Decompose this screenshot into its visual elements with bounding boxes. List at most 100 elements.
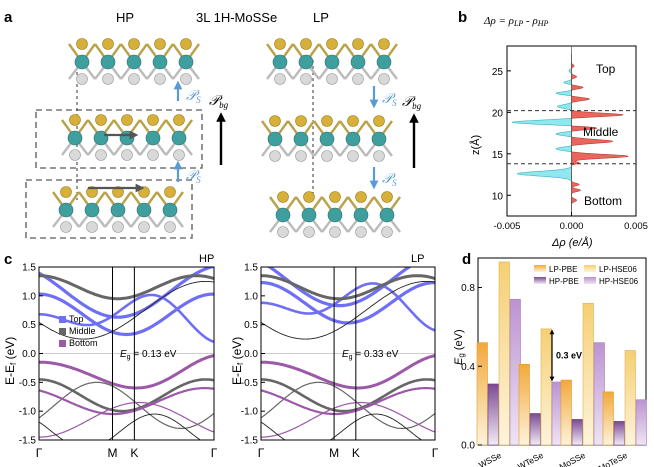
panel-d-legend: LP-PBE LP-HSE06 HP-PBE HP-HSE06	[534, 265, 639, 286]
s-atom	[277, 191, 289, 203]
s-atom	[102, 38, 114, 50]
ytick-label: -0.5	[19, 378, 37, 389]
se-atom	[69, 149, 81, 161]
kpoint-label: Γ	[432, 446, 439, 460]
se-atom	[277, 226, 289, 238]
hp-top-layer	[68, 38, 200, 85]
mo-atom	[58, 202, 74, 218]
ytick-label: 1.5	[22, 263, 36, 274]
legend-lp-pbe: LP-PBE	[549, 265, 577, 274]
se-atom	[86, 221, 98, 233]
s-atom	[378, 38, 390, 50]
legend-middle: Middle	[69, 326, 96, 336]
mo-atom	[162, 202, 178, 218]
se-atom	[138, 221, 150, 233]
bar-hp-pbe-mosse	[571, 419, 583, 446]
ytick-label: 25	[492, 67, 504, 78]
se-atom	[269, 150, 281, 162]
se-atom	[274, 73, 286, 85]
hp-middle-layer	[61, 114, 193, 161]
s-atom	[274, 38, 286, 50]
se-atom	[76, 73, 88, 85]
hp-bottom-layer	[52, 186, 184, 233]
s-atom	[76, 38, 88, 50]
region-middle: Middle	[583, 125, 619, 139]
bar-lp-pbe-mosse	[560, 379, 572, 446]
band-bottom-vb2	[261, 387, 435, 416]
category-label: MoSSe	[558, 450, 588, 467]
lp-top-layer	[266, 38, 398, 85]
legend-swatch-middle	[59, 328, 66, 335]
xtick-label: 0.005	[624, 221, 648, 232]
s-atom	[154, 38, 166, 50]
ytick-label: -1.5	[19, 436, 37, 447]
band-top-cb1	[39, 292, 214, 337]
se-atom	[173, 149, 185, 161]
s-atom	[373, 115, 385, 127]
s-atom	[300, 38, 312, 50]
bar-lp-hse06-wtese	[540, 328, 552, 446]
se-atom	[128, 73, 140, 85]
ytick-label: 0.5	[22, 320, 36, 331]
se-atom	[147, 149, 159, 161]
hp-label: HP	[116, 10, 134, 25]
bar-lp-pbe-motese	[602, 391, 614, 446]
ytick-label: 0.8	[461, 283, 475, 294]
panel-b-ylabel: z(Å)	[469, 135, 482, 155]
panel-b-title: Δρ = ρLP - ρHP	[483, 15, 549, 28]
mo-atom	[353, 207, 369, 223]
mo-atom	[119, 130, 135, 146]
kpoint-label: Γ	[36, 446, 43, 460]
mo-atom	[178, 54, 194, 70]
legend-hp-hse-swatch	[584, 277, 596, 284]
xtick-label: -0.005	[494, 221, 521, 232]
lp-label: LP	[313, 10, 329, 25]
mo-atom	[272, 54, 288, 70]
mo-atom	[126, 54, 142, 70]
lp-ps-label-lower: 𝒫S	[382, 172, 397, 188]
ytick-label: 20	[492, 108, 504, 119]
mo-atom	[67, 130, 83, 146]
se-atom	[121, 149, 133, 161]
s-atom	[128, 38, 140, 50]
panel-a-title: 3L 1H-MoSSe	[196, 10, 277, 25]
lp-band-label: LP	[411, 253, 424, 265]
s-atom	[303, 191, 315, 203]
bar-lp-pbe-wsse	[476, 342, 488, 446]
bar-lp-pbe-wtese	[518, 363, 530, 446]
s-atom	[321, 115, 333, 127]
band-top-cb2	[39, 267, 214, 319]
band-legend: Top Middle Bottom	[59, 314, 98, 348]
band-thin-4	[261, 413, 423, 440]
band-middle-cb	[261, 274, 435, 301]
region-bottom: Bottom	[584, 194, 622, 208]
s-atom	[329, 191, 341, 203]
panel-c-ylabel-lp: E-Ef (eV)	[230, 337, 245, 385]
mo-atom	[100, 54, 116, 70]
ytick-label: 10	[492, 191, 504, 202]
lp-bottom-layer	[269, 191, 401, 238]
mo-atom	[93, 130, 109, 146]
category-label: WTeSe	[516, 450, 545, 467]
panel-label-c: c	[4, 251, 12, 268]
s-atom	[355, 191, 367, 203]
lp-middle-layer	[261, 115, 393, 162]
hp-ps-label-upper: 𝒫S	[186, 89, 201, 105]
ytick-label: 0.5	[244, 320, 258, 331]
s-atom	[295, 115, 307, 127]
s-atom	[180, 38, 192, 50]
bar-lp-hse06-mosse	[582, 302, 594, 446]
bar-lp-hse06-wsse	[498, 261, 510, 446]
panel-label-b: b	[458, 9, 467, 26]
panel-a-structures: 3L 1H-MoSSe HP LP 𝒫S 𝒫S 𝒫S 𝒫S 𝒫bg 𝒫bg	[25, 10, 422, 239]
legend-hp-pbe: HP-PBE	[549, 277, 579, 286]
mo-atom	[267, 131, 283, 147]
band-thin-3	[261, 280, 435, 340]
legend-hp-hse: HP-HSE06	[599, 277, 639, 286]
band-bottom-vb1	[39, 354, 214, 390]
ytick-label: 0.0	[244, 349, 258, 360]
ytick-label: 1.5	[244, 263, 258, 274]
xtick-label: 0.000	[560, 221, 584, 232]
mo-atom	[319, 131, 335, 147]
kpoint-label: Γ	[211, 446, 218, 460]
